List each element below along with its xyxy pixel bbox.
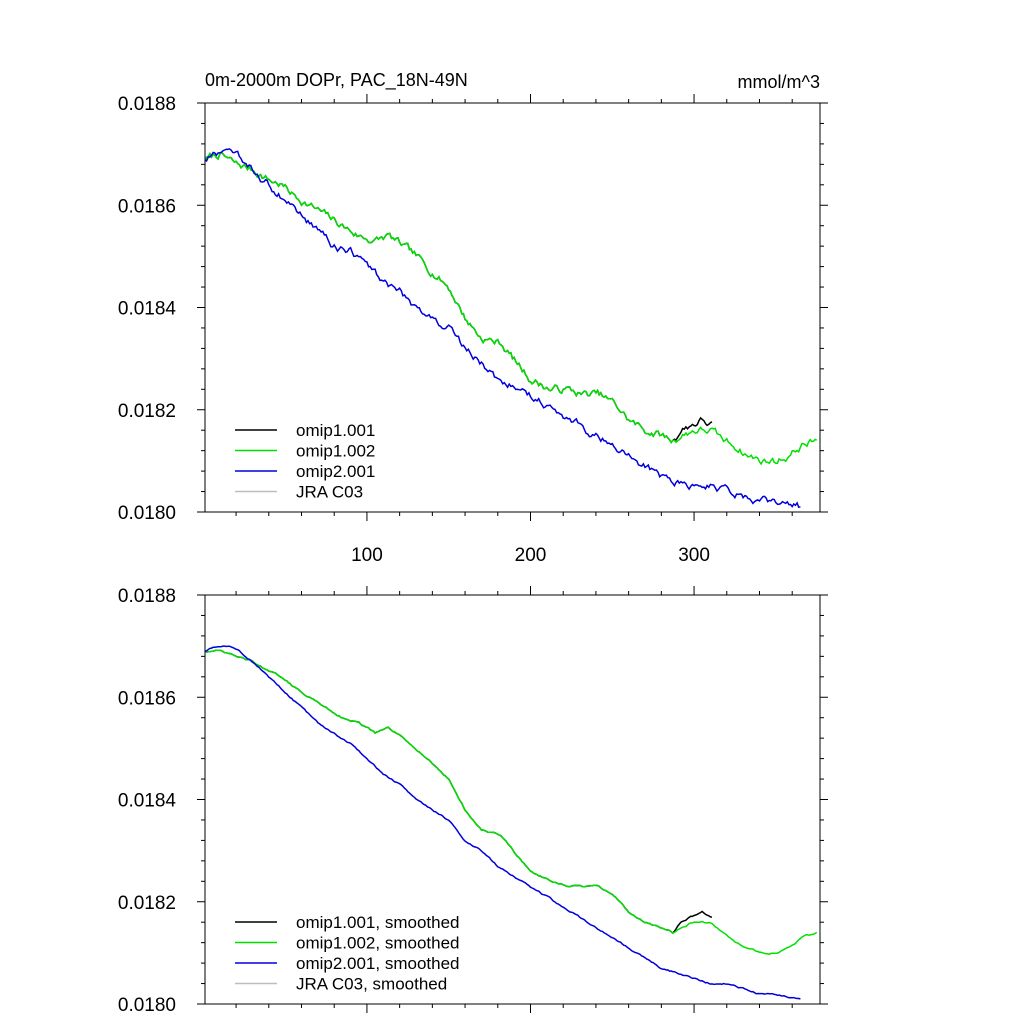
plot-area <box>205 148 818 509</box>
series-line-omip2-001 <box>205 645 801 1000</box>
bottom-panel: 0.0180 0.0182 0.0184 0.0186 0.0188 omip1.001,… <box>118 586 828 1016</box>
chart-title: 0m-2000m DOPr, PAC_18N-49N <box>205 70 468 91</box>
y-tick-label: 0.0186 <box>118 196 176 217</box>
x-tick-label: 100 <box>351 545 383 566</box>
y-tick-label: 0.0188 <box>118 586 176 607</box>
series-lines <box>205 148 818 509</box>
legend-label: omip2.001 <box>296 462 375 481</box>
plot-area <box>205 645 818 1000</box>
x-tick-label: 200 <box>515 545 547 566</box>
y-tick-label: 0.0182 <box>118 893 176 914</box>
units-label: mmol/m^3 <box>738 72 820 92</box>
y-tick-label: 0.0184 <box>118 299 177 320</box>
series-line-omip2-001 <box>205 148 801 509</box>
series-lines <box>205 645 818 1000</box>
y-tick-label: 0.0180 <box>118 995 176 1016</box>
legend-label: JRA C03, smoothed <box>296 975 447 994</box>
legend-label: omip2.001, smoothed <box>296 954 460 973</box>
legend-label: omip1.002 <box>296 442 375 461</box>
y-tick-label: 0.0188 <box>118 94 176 115</box>
legend-label: omip1.001 <box>296 421 375 440</box>
legend-label: JRA C03 <box>296 483 363 502</box>
top-panel: 0.0180 0.0182 0.0184 0.0186 0.0188 100 200 300 o… <box>118 94 828 566</box>
legend-label: omip1.002, smoothed <box>296 934 460 953</box>
y-tick-label: 0.0180 <box>118 503 176 524</box>
y-tick-label: 0.0184 <box>118 791 177 812</box>
series-line-omip1-002 <box>205 649 818 955</box>
x-tick-label: 300 <box>678 545 710 566</box>
y-tick-label: 0.0182 <box>118 401 176 422</box>
legend-label: omip1.001, smoothed <box>296 913 460 932</box>
y-tick-label: 0.0186 <box>118 688 176 709</box>
legend: omip1.001, smoothed omip1.002, smoothedom… <box>235 913 460 994</box>
series-line-omip1-002 <box>205 151 818 466</box>
